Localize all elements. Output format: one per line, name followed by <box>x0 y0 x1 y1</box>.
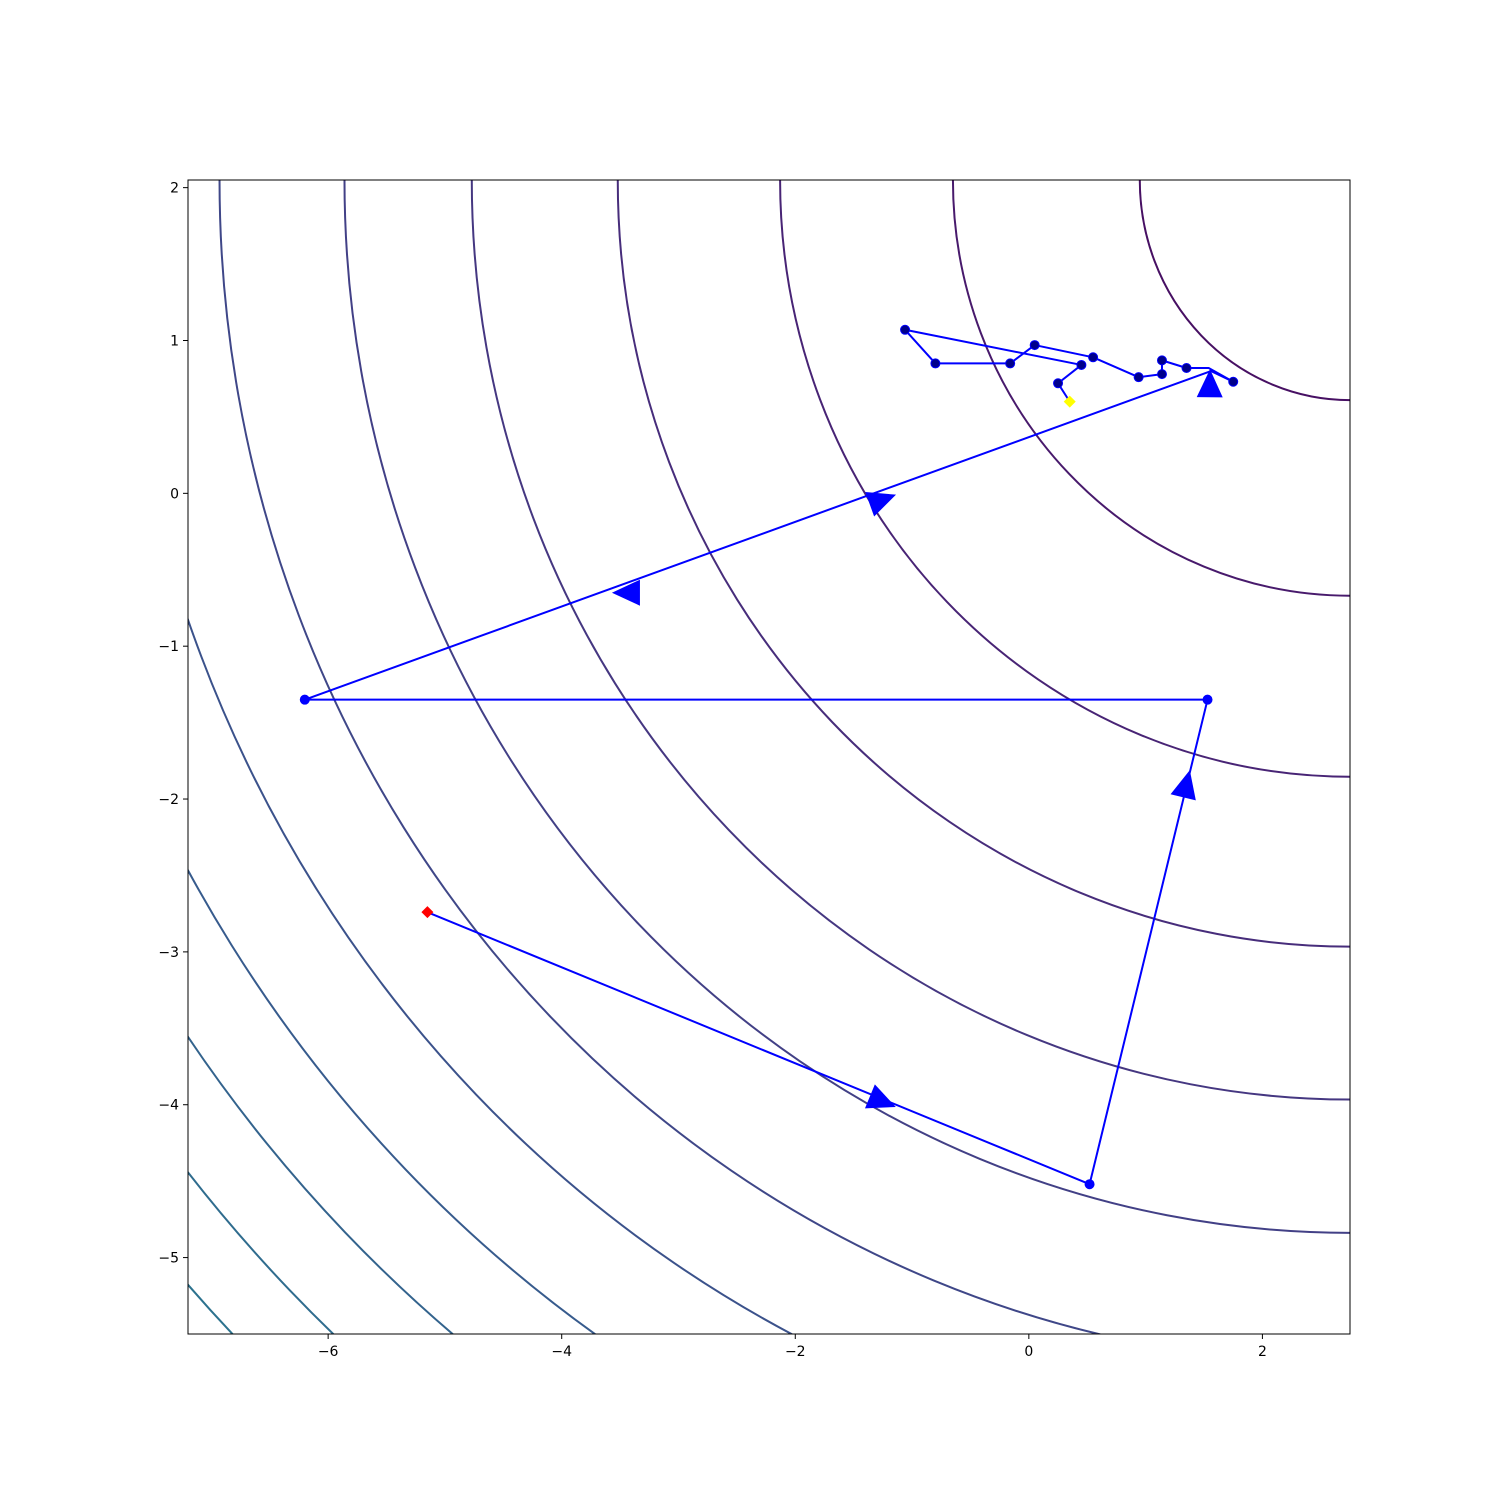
iterate-marker-15 <box>1053 378 1064 389</box>
y-axis: 2 1 0 −1 −2 −3 −4 −5 <box>158 181 188 1267</box>
x-tick-label: −2 <box>785 1344 806 1360</box>
iterate-marker-11 <box>1005 358 1016 369</box>
end-point-marker <box>1063 395 1076 408</box>
path-arrow-2 <box>1170 770 1196 801</box>
y-tick-label: 1 <box>170 333 179 349</box>
path-arrow-5 <box>1196 369 1223 398</box>
y-tick-label: −4 <box>158 1098 179 1114</box>
optimization-path <box>299 324 1239 1190</box>
iterate-marker-2 <box>1202 694 1213 705</box>
x-axis: −6 −4 −2 0 2 <box>318 1334 1267 1360</box>
y-tick-label: 0 <box>170 486 179 502</box>
iterate-marker-6 <box>1156 355 1167 366</box>
path-arrow-4 <box>865 492 897 517</box>
start-point-marker <box>421 906 434 919</box>
plot-frame <box>187 179 1351 1335</box>
iterate-marker-9 <box>1088 352 1099 363</box>
iterate-marker-7 <box>1156 369 1167 380</box>
y-tick-label: −5 <box>158 1251 179 1267</box>
y-tick-label: 2 <box>170 181 179 197</box>
iterate-marker-14 <box>1076 359 1087 370</box>
y-tick-label: −1 <box>158 639 179 655</box>
x-tick-label: −4 <box>551 1344 572 1360</box>
iterate-marker-4 <box>1228 376 1239 387</box>
iterate-marker-5 <box>1181 363 1192 374</box>
x-tick-label: 0 <box>1024 1344 1033 1360</box>
iterate-marker-10 <box>1029 340 1040 351</box>
y-tick-label: −2 <box>158 792 179 808</box>
iterate-marker-3 <box>299 694 310 705</box>
path-arrow-3 <box>611 579 640 606</box>
iterate-marker-8 <box>1133 372 1144 383</box>
path-arrow-1 <box>864 1084 896 1109</box>
x-tick-label: −6 <box>318 1344 339 1360</box>
y-tick-label: −3 <box>158 945 179 961</box>
x-tick-label: 2 <box>1258 1344 1267 1360</box>
iterate-marker-12 <box>930 358 941 369</box>
iterate-marker-13 <box>900 324 911 335</box>
iterate-marker-1 <box>1084 1179 1095 1190</box>
